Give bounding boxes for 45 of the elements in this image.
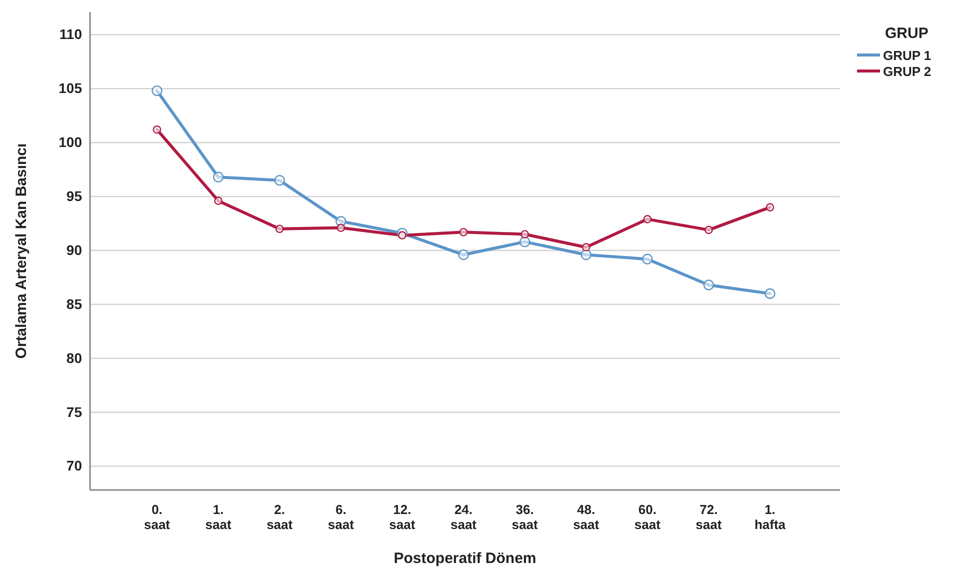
- x-tick-label: 6. saat: [328, 502, 355, 532]
- point: [582, 243, 590, 252]
- point: [766, 203, 774, 212]
- x-tick-label: 2. saat: [266, 502, 294, 532]
- y-tick-label: 75: [66, 404, 82, 420]
- legend-title: GRUP: [885, 25, 928, 42]
- point: [764, 288, 776, 299]
- x-tick-label: 60. saat: [634, 502, 662, 532]
- point: [398, 231, 406, 240]
- x-tick-label: 1. saat: [205, 502, 232, 532]
- point: [580, 249, 592, 260]
- point: [520, 230, 529, 238]
- x-axis-title: Postoperatif Dönem: [394, 550, 536, 567]
- x-tick-label: 0. saat: [144, 502, 171, 532]
- point: [458, 249, 469, 260]
- x-tick-label: 12. saat: [389, 502, 416, 532]
- x-tick-label: 36. saat: [512, 502, 538, 532]
- y-tick-label: 105: [58, 80, 82, 96]
- x-tick-label: 1. hafta: [754, 502, 786, 532]
- point: [336, 224, 346, 232]
- x-tick-label: 72. saat: [696, 502, 722, 532]
- point: [519, 236, 530, 248]
- point: [214, 196, 222, 205]
- point: [459, 228, 468, 236]
- y-tick-label: 85: [66, 296, 82, 312]
- legend-label: GRUP 1: [883, 48, 932, 63]
- y-tick-label: 70: [66, 458, 82, 474]
- point: [643, 215, 652, 224]
- point: [212, 172, 224, 182]
- y-tick-label: 110: [59, 26, 82, 42]
- y-tick-label: 100: [58, 134, 82, 150]
- legend-label: GRUP 2: [883, 64, 932, 79]
- y-axis-title: Ortalama Arteryal Kan Basıncı: [13, 143, 30, 359]
- x-tick-label: 24. saat: [450, 502, 478, 532]
- y-tick-label: 80: [66, 350, 82, 366]
- point: [703, 280, 714, 290]
- y-tick-label: 95: [66, 188, 82, 204]
- x-tick-label: 48. saat: [573, 502, 600, 532]
- point: [274, 175, 285, 186]
- point: [152, 85, 162, 96]
- point: [642, 254, 653, 264]
- point: [152, 125, 162, 134]
- point: [275, 224, 284, 234]
- y-tick-label: 90: [66, 242, 82, 258]
- point: [704, 226, 713, 234]
